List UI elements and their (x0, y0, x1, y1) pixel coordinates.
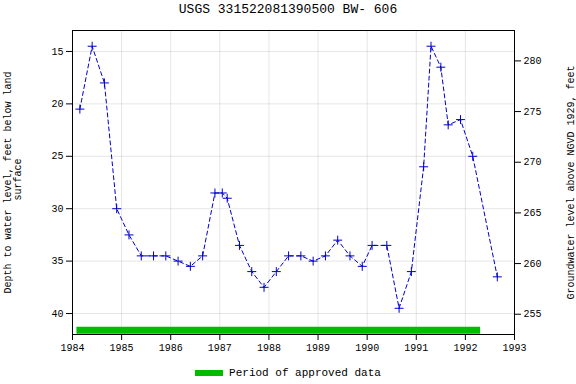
svg-text:275: 275 (524, 107, 542, 118)
svg-text:1987: 1987 (208, 343, 232, 354)
svg-text:260: 260 (524, 259, 542, 270)
svg-text:1985: 1985 (110, 343, 134, 354)
svg-text:35: 35 (51, 256, 63, 267)
svg-text:15: 15 (51, 47, 63, 58)
svg-text:Depth to water level, feet bel: Depth to water level, feet below land su… (3, 71, 24, 293)
svg-text:20: 20 (51, 99, 63, 110)
svg-text:1984: 1984 (60, 343, 84, 354)
svg-text:Groundwater level above NGVD 1: Groundwater level above NGVD 1929, feet (566, 65, 576, 299)
svg-text:255: 255 (524, 309, 542, 320)
svg-text:265: 265 (524, 208, 542, 219)
html-text:Period of approved data: Period of approved data (229, 367, 381, 379)
svg-text:30: 30 (51, 204, 63, 215)
svg-text:270: 270 (524, 157, 542, 168)
svg-text:1988: 1988 (257, 343, 281, 354)
svg-text:1989: 1989 (306, 343, 330, 354)
svg-text:1992: 1992 (453, 343, 477, 354)
svg-text:1993: 1993 (502, 343, 526, 354)
svg-text:1991: 1991 (404, 343, 428, 354)
svg-text:1986: 1986 (159, 343, 183, 354)
svg-text:40: 40 (51, 309, 63, 320)
html-text:USGS 331522081390500 BW- 606: USGS 331522081390500 BW- 606 (178, 2, 398, 17)
svg-text:25: 25 (51, 151, 63, 162)
svg-text:280: 280 (524, 56, 542, 67)
svg-text:1990: 1990 (355, 343, 379, 354)
